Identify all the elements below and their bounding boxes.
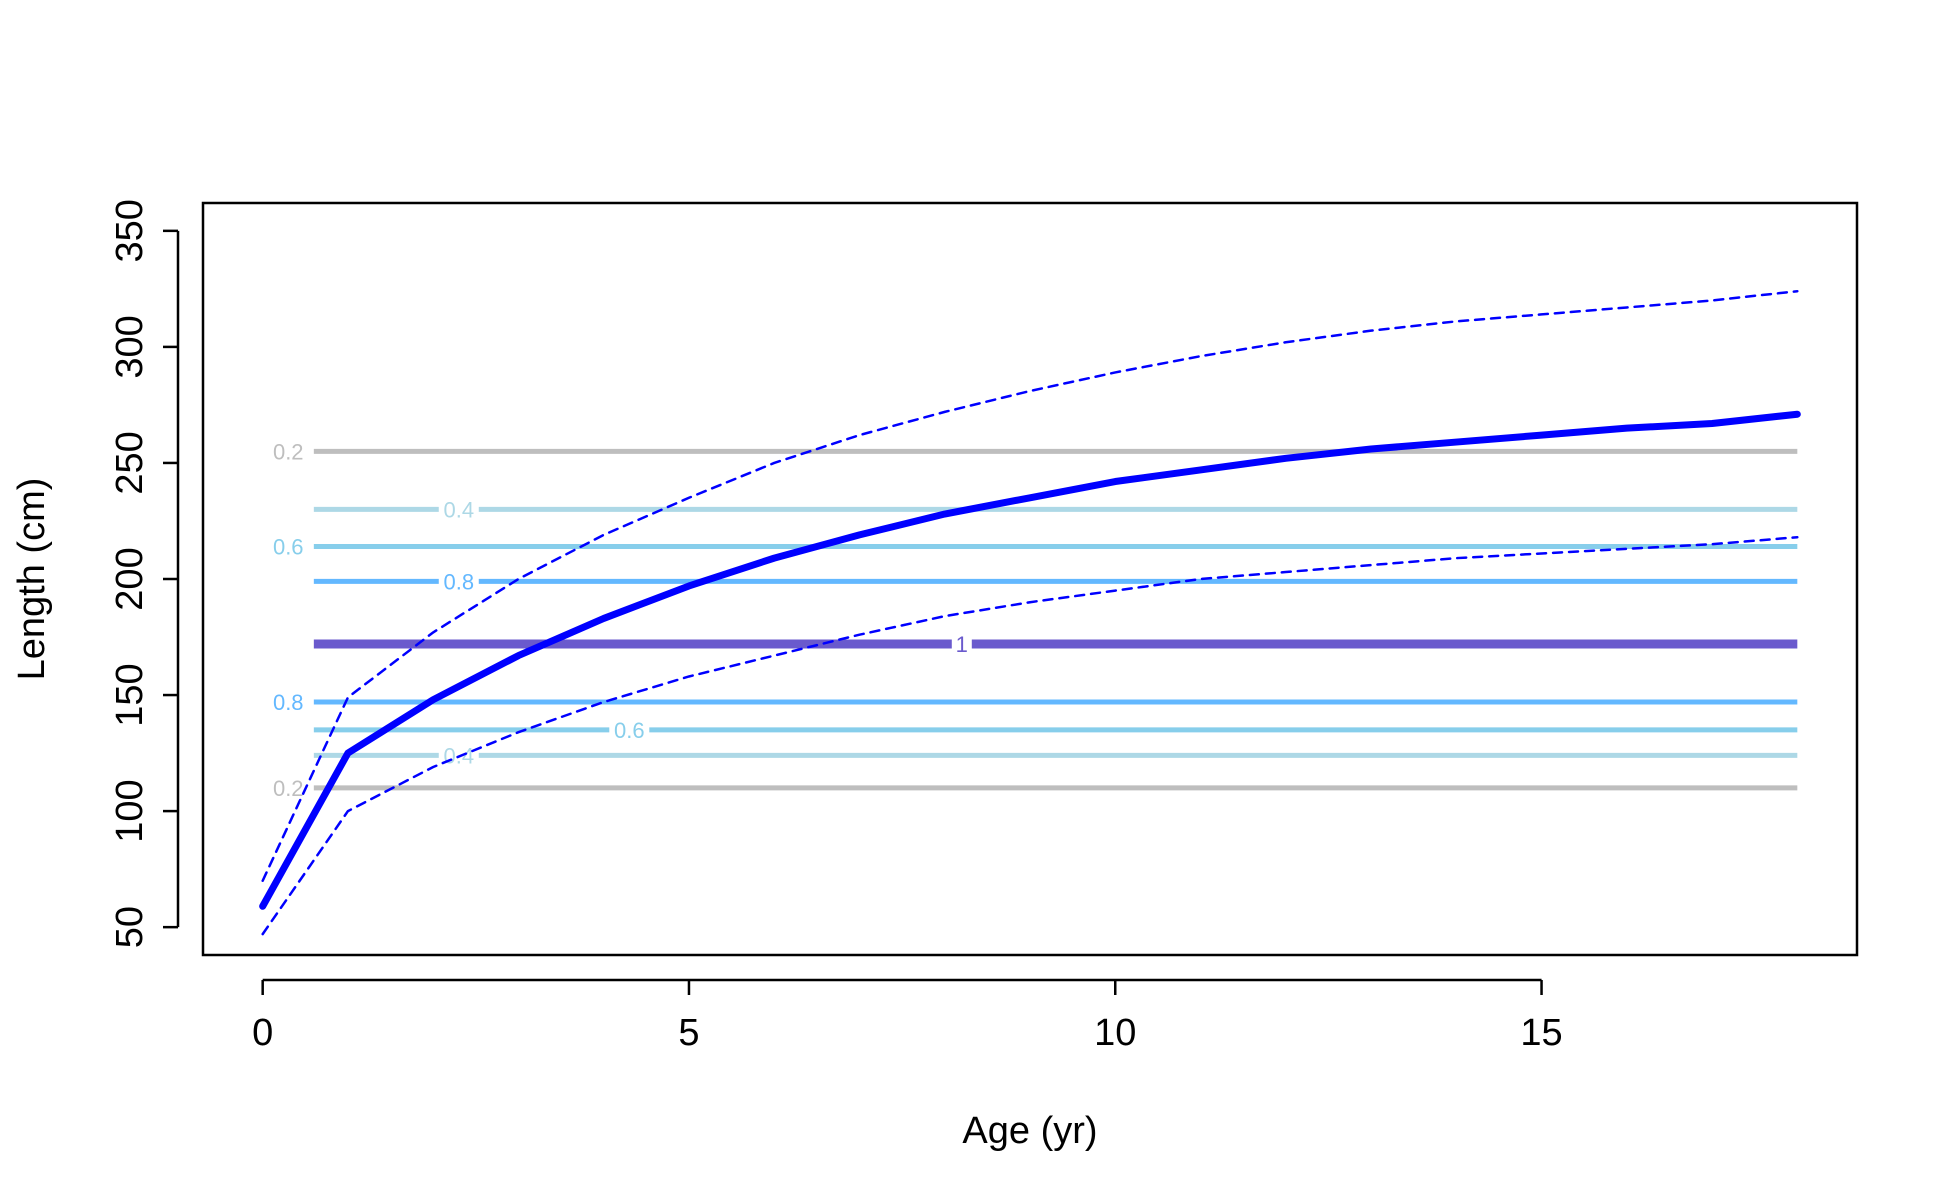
- contour-labels: 0.20.40.60.810.80.60.40.2: [273, 439, 968, 801]
- data-series: [259, 289, 1801, 936]
- x-tick-label-10: 10: [1094, 1012, 1136, 1054]
- y-tick-label-300: 300: [109, 315, 151, 378]
- y-tick-label-100: 100: [109, 779, 151, 842]
- series-lower-line: [261, 535, 1799, 936]
- contour-label-1: 0.4: [443, 497, 474, 522]
- contour-label-2: 0.6: [273, 535, 304, 560]
- contour-lines: [313, 448, 1798, 791]
- x-axis: 0 5 10 15: [252, 978, 1563, 1054]
- y-tick-label-350: 350: [109, 199, 151, 262]
- y-tick-label-50: 50: [109, 906, 151, 948]
- contour-label-3: 0.8: [443, 569, 474, 594]
- x-tick-label-15: 15: [1520, 1012, 1562, 1054]
- contour-label-8: 0.2: [273, 776, 304, 801]
- y-tick-label-150: 150: [109, 663, 151, 726]
- x-tick-label-5: 5: [678, 1012, 699, 1054]
- x-axis-title: Age (yr): [962, 1110, 1097, 1152]
- y-axis: 50 100 150 200 250 300 350: [109, 199, 180, 948]
- contour-label-0: 0.2: [273, 439, 304, 464]
- contour-label-5: 0.8: [273, 690, 304, 715]
- series-mean-line: [259, 410, 1801, 910]
- x-tick-label-0: 0: [252, 1012, 273, 1054]
- y-tick-label-200: 200: [109, 547, 151, 610]
- series-upper-line: [261, 289, 1799, 882]
- plot-frame: [201, 201, 1859, 957]
- y-axis-title: Length (cm): [11, 478, 53, 681]
- contour-label-6: 0.6: [614, 718, 645, 743]
- contour-label-4: 1: [956, 632, 968, 657]
- y-tick-label-250: 250: [109, 431, 151, 494]
